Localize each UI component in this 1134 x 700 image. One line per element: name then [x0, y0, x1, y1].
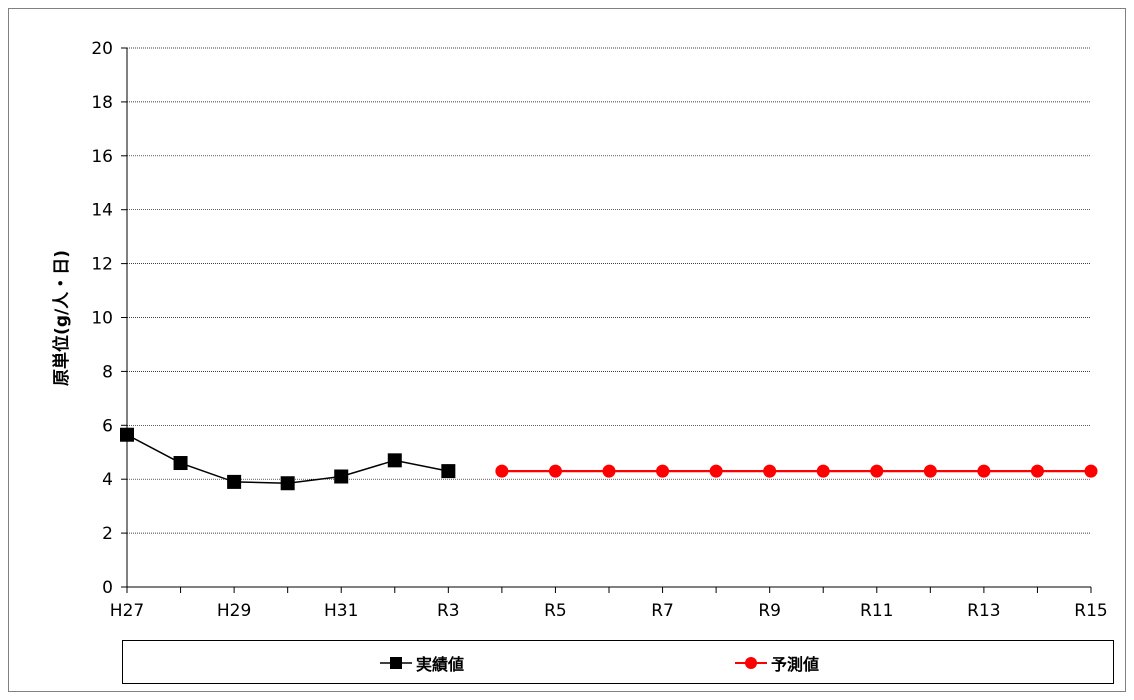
chart-frame [8, 8, 1126, 692]
data-point-1-14 [870, 464, 884, 478]
data-point-1-10 [656, 464, 670, 478]
y-tick-label-6: 6 [102, 416, 113, 436]
data-point-1-13 [816, 464, 830, 478]
data-point-1-7 [495, 464, 509, 478]
y-axis-title: 原単位(g/人・日) [51, 250, 72, 386]
data-point-1-16 [977, 464, 991, 478]
y-tick-label-18: 18 [91, 93, 113, 113]
x-tick-label-R9: R9 [758, 601, 781, 621]
data-point-0-0 [120, 427, 134, 442]
series [120, 427, 1098, 491]
y-tick-labels: 0 2 4 6 8 10 12 14 16 18 20 [91, 39, 113, 598]
data-point-1-17 [1030, 464, 1044, 478]
y-tick-label-4: 4 [102, 470, 113, 490]
x-tick-label-R7: R7 [651, 601, 674, 621]
legend-marker-square-icon [380, 657, 412, 669]
x-tick-label-H27: H27 [110, 601, 144, 621]
legend-marker-circle-icon [735, 657, 767, 669]
x-tick-label-R15: R15 [1074, 601, 1107, 621]
data-point-0-6 [441, 464, 456, 479]
y-tick-label-2: 2 [102, 524, 113, 544]
x-tick-label-R5: R5 [544, 601, 567, 621]
series-0 [120, 427, 456, 491]
data-point-0-5 [387, 453, 402, 468]
data-point-0-1 [173, 456, 188, 471]
x-tick-label-R11: R11 [860, 601, 893, 621]
legend: 実績値 予測値 [122, 640, 1114, 684]
y-tick-label-20: 20 [91, 39, 113, 59]
data-point-0-2 [227, 474, 242, 489]
data-point-1-11 [709, 464, 723, 478]
y-tick-label-0: 0 [102, 578, 113, 598]
y-tick-label-16: 16 [91, 147, 113, 167]
legend-label-forecast: 予測値 [771, 655, 820, 674]
x-tick-label-H29: H29 [217, 601, 251, 621]
gridlines [127, 47, 1091, 534]
data-point-1-12 [763, 464, 777, 478]
x-tick-labels: H27 H29 H31 R3 R5 R7 R9 R11 R13 R15 [110, 601, 1108, 621]
y-tick-label-14: 14 [91, 201, 113, 221]
data-point-1-18 [1084, 464, 1098, 478]
legend-item-forecast: 予測値 [733, 641, 819, 685]
legend-item-actual: 実績値 [378, 641, 464, 685]
legend-label-actual: 実績値 [416, 655, 465, 674]
axes [121, 47, 1092, 593]
data-point-1-9 [602, 464, 616, 478]
data-point-1-8 [548, 464, 562, 478]
x-tick-label-H31: H31 [324, 601, 358, 621]
data-point-0-4 [334, 469, 349, 484]
y-tick-label-8: 8 [102, 362, 113, 382]
data-point-1-15 [923, 464, 937, 478]
data-point-0-3 [280, 476, 295, 491]
series-1 [495, 464, 1098, 478]
y-tick-label-10: 10 [91, 309, 113, 329]
y-tick-label-12: 12 [91, 255, 113, 275]
x-tick-label-R3: R3 [437, 601, 460, 621]
x-tick-label-R13: R13 [967, 601, 1000, 621]
